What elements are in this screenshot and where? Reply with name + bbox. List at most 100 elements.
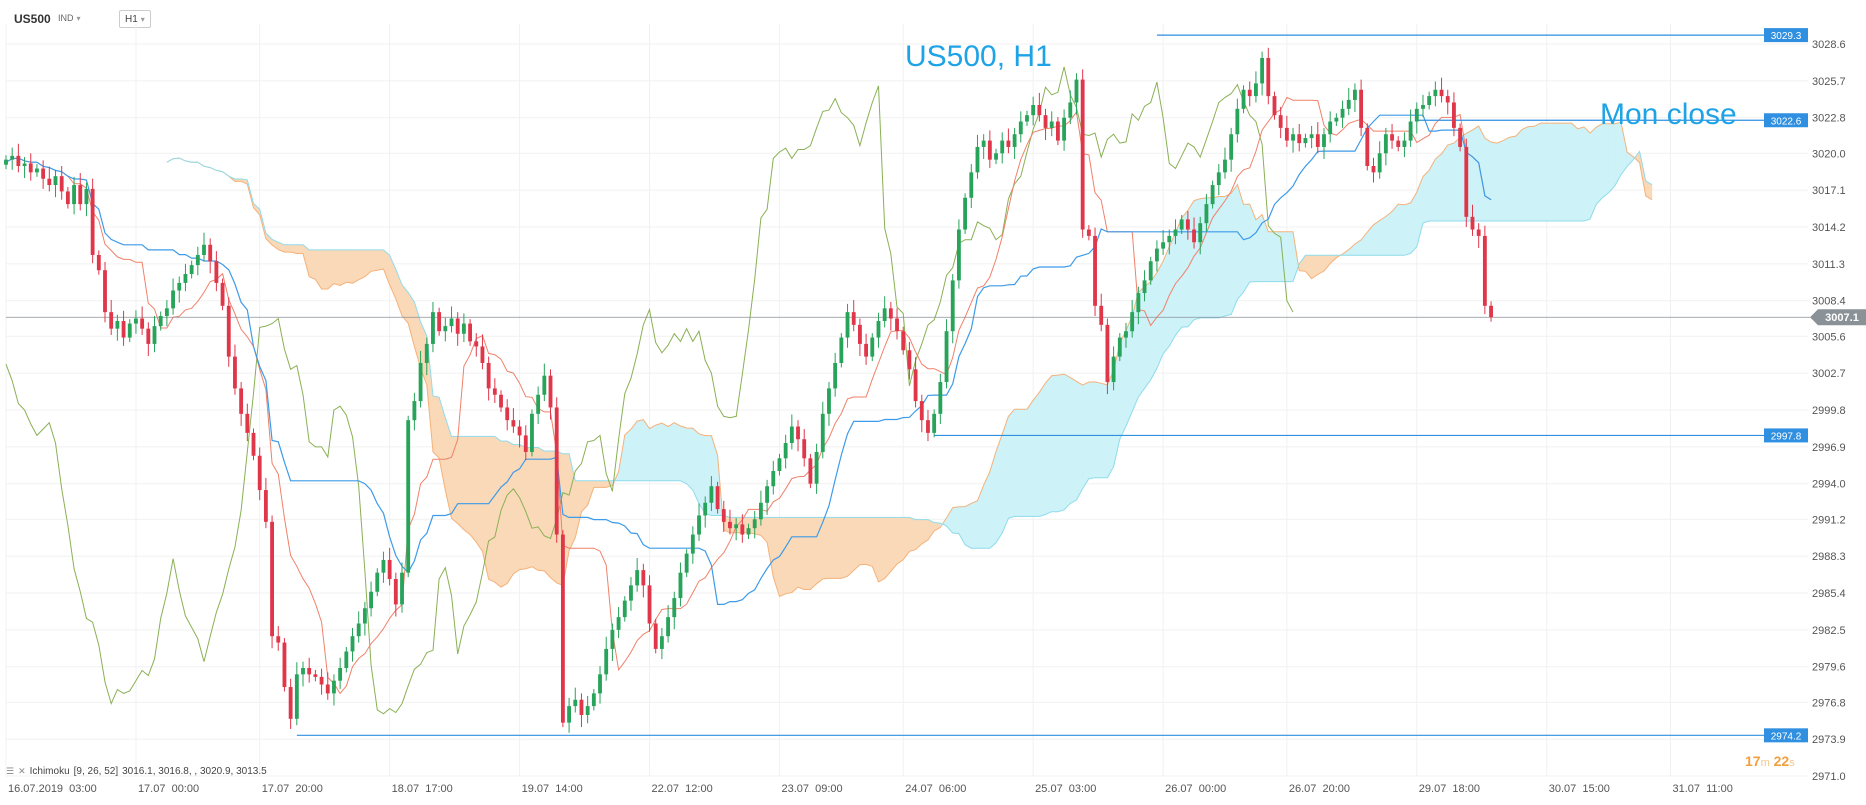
level-price-label: 3022.6 — [1771, 116, 1802, 127]
candle-body — [1414, 108, 1419, 122]
candle-body — [1297, 134, 1302, 144]
cloud-segment — [1546, 122, 1554, 222]
candle — [1074, 73, 1079, 115]
candle — [839, 333, 844, 368]
cloud-segment — [1212, 196, 1220, 319]
candle — [164, 300, 169, 327]
candle-body — [981, 140, 986, 147]
candle — [1223, 147, 1227, 179]
candle-body — [1284, 127, 1289, 141]
instrument-type-selector[interactable]: IND ▾ — [58, 10, 81, 26]
candle-body — [1464, 146, 1469, 217]
candle-body — [684, 553, 689, 573]
cloud-segment — [346, 249, 353, 284]
candle-body — [1476, 229, 1481, 236]
chevron-down-icon: ▾ — [76, 13, 81, 23]
candle — [1278, 106, 1283, 139]
cloud-segment — [865, 517, 873, 567]
candle — [1303, 133, 1308, 148]
candle-body — [245, 413, 250, 433]
symbol-label[interactable]: US500 — [14, 12, 51, 26]
candle-body — [994, 153, 998, 160]
candle-body — [752, 519, 757, 529]
level-price-badge — [1764, 113, 1808, 128]
candle-body — [4, 159, 8, 165]
candle — [1309, 125, 1314, 149]
candle-body — [1365, 127, 1370, 166]
cloud-segment — [1001, 416, 1009, 534]
timer-seconds: 22 — [1773, 753, 1790, 769]
candle — [1099, 293, 1104, 332]
candle — [455, 312, 460, 346]
close-icon[interactable]: ✕ — [18, 766, 26, 776]
candle-body — [703, 502, 708, 516]
candle-body — [1105, 324, 1110, 383]
candle — [635, 558, 640, 592]
candle-body — [226, 305, 231, 357]
candle — [820, 401, 825, 459]
candle — [461, 313, 466, 343]
candle — [1427, 91, 1432, 110]
timeframe-selector[interactable]: H1 ▾ — [119, 10, 151, 28]
candle — [381, 551, 386, 583]
candle — [666, 605, 671, 643]
candle-body — [1229, 134, 1234, 160]
candle-body — [1489, 305, 1493, 318]
x-tick-label: 17.07 00:00 — [138, 783, 199, 795]
y-tick-label: 2991.2 — [1812, 514, 1846, 526]
candle — [362, 601, 367, 636]
candle-body — [864, 343, 869, 357]
candle-body — [1062, 117, 1067, 141]
cloud-segment — [1496, 139, 1504, 222]
candle-body — [1334, 117, 1339, 122]
candle-body — [1346, 99, 1351, 109]
cloud-segment — [871, 517, 879, 582]
candle-body — [554, 407, 559, 535]
candle — [1210, 180, 1215, 209]
candle-body — [721, 509, 726, 522]
x-tick-label: 22.07 12:00 — [652, 783, 713, 795]
cloud-segment — [995, 434, 1003, 544]
candle — [1470, 204, 1475, 236]
candle — [1031, 96, 1036, 126]
candle — [1439, 77, 1444, 103]
y-tick-label: 3022.8 — [1812, 113, 1846, 125]
candle-body — [975, 146, 980, 173]
candle — [1148, 256, 1153, 285]
candle-body — [468, 323, 472, 342]
candle-body — [1452, 102, 1456, 128]
candle — [548, 369, 553, 420]
candle-body — [1396, 140, 1401, 147]
candle-body — [233, 356, 237, 389]
candle — [486, 356, 491, 401]
cloud-segment — [339, 249, 347, 286]
candle — [1006, 128, 1011, 154]
candle — [1198, 216, 1203, 255]
candle-body — [1142, 280, 1147, 294]
candle-body — [573, 699, 578, 707]
candle-body — [1025, 115, 1029, 122]
candle — [728, 509, 732, 535]
cloud-segment — [1391, 203, 1399, 256]
candle — [90, 178, 95, 264]
cloud-segment — [1447, 142, 1455, 222]
candle — [1489, 301, 1493, 322]
candle — [1173, 219, 1178, 245]
candle-body — [183, 274, 188, 283]
candle — [387, 547, 392, 586]
candle — [1080, 69, 1085, 238]
candle-body — [344, 651, 349, 668]
settings-icon[interactable]: ☰ — [6, 766, 15, 776]
candle — [1464, 138, 1469, 227]
candle — [1117, 333, 1122, 362]
cloud-segment — [1404, 202, 1411, 256]
candle-body — [610, 629, 615, 649]
candle — [956, 219, 961, 289]
candle — [1371, 157, 1376, 183]
candle-body — [270, 521, 274, 637]
candle-body — [22, 163, 27, 166]
candle-body — [1254, 83, 1258, 97]
candle — [195, 246, 200, 276]
candle — [115, 314, 120, 341]
